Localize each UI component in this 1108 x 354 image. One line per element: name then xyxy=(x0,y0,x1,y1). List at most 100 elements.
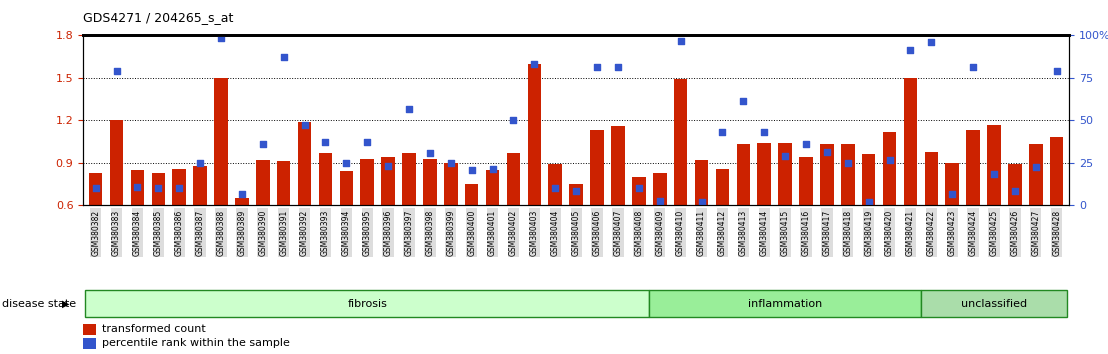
Text: GSM380391: GSM380391 xyxy=(279,209,288,256)
Point xyxy=(525,61,543,67)
Text: inflammation: inflammation xyxy=(748,298,822,309)
Text: GSM380412: GSM380412 xyxy=(718,209,727,256)
Text: GSM380426: GSM380426 xyxy=(1010,209,1019,256)
Text: GSM380387: GSM380387 xyxy=(196,209,205,256)
Text: GSM380404: GSM380404 xyxy=(551,209,560,256)
Bar xyxy=(591,130,604,205)
Point xyxy=(735,98,752,103)
Text: GSM380411: GSM380411 xyxy=(697,209,706,256)
Text: GSM380425: GSM380425 xyxy=(989,209,998,256)
Text: GSM380419: GSM380419 xyxy=(864,209,873,256)
Point xyxy=(964,64,982,69)
Bar xyxy=(152,173,165,205)
Bar xyxy=(485,170,500,205)
Bar xyxy=(904,78,917,205)
Bar xyxy=(277,161,290,205)
Text: GSM380394: GSM380394 xyxy=(342,209,351,256)
Point xyxy=(860,200,878,205)
Text: GSM380388: GSM380388 xyxy=(216,209,226,256)
Bar xyxy=(548,164,562,205)
Point xyxy=(442,160,460,166)
Bar xyxy=(758,143,771,205)
Bar xyxy=(1029,144,1043,205)
Text: GSM380405: GSM380405 xyxy=(572,209,581,256)
Bar xyxy=(612,126,625,205)
Bar xyxy=(381,157,394,205)
Text: GSM380399: GSM380399 xyxy=(447,209,455,256)
Point xyxy=(1048,68,1066,74)
Point xyxy=(150,185,167,191)
Text: percentile rank within the sample: percentile rank within the sample xyxy=(102,338,290,348)
Point xyxy=(567,188,585,194)
Point xyxy=(671,38,689,44)
Text: GSM380407: GSM380407 xyxy=(614,209,623,256)
Point xyxy=(86,185,104,191)
Text: GSM380414: GSM380414 xyxy=(760,209,769,256)
Point xyxy=(379,163,397,169)
Bar xyxy=(716,169,729,205)
Bar xyxy=(632,177,646,205)
Bar xyxy=(778,143,792,205)
Point xyxy=(881,157,899,163)
Text: GSM380415: GSM380415 xyxy=(780,209,790,256)
Text: GSM380389: GSM380389 xyxy=(237,209,246,256)
Point xyxy=(338,160,356,166)
Point xyxy=(839,160,856,166)
Point xyxy=(923,40,941,45)
Bar xyxy=(653,173,667,205)
Point xyxy=(254,142,271,147)
Text: GSM380384: GSM380384 xyxy=(133,209,142,256)
Point xyxy=(317,139,335,144)
Bar xyxy=(921,290,1067,317)
Point xyxy=(504,118,522,123)
Point xyxy=(692,200,710,205)
Text: GSM380400: GSM380400 xyxy=(468,209,476,256)
Bar xyxy=(737,144,750,205)
Bar xyxy=(1008,164,1022,205)
Point xyxy=(275,54,293,59)
Bar xyxy=(862,154,875,205)
Point xyxy=(630,185,648,191)
Text: GSM380397: GSM380397 xyxy=(404,209,413,256)
Bar xyxy=(695,160,708,205)
Text: GDS4271 / 204265_s_at: GDS4271 / 204265_s_at xyxy=(83,11,234,24)
Bar xyxy=(339,171,353,205)
Text: GSM380402: GSM380402 xyxy=(509,209,517,256)
Point xyxy=(171,185,188,191)
Bar xyxy=(966,130,979,205)
Text: GSM380428: GSM380428 xyxy=(1053,209,1061,256)
Point xyxy=(714,129,731,135)
Text: GSM380406: GSM380406 xyxy=(593,209,602,256)
Text: GSM380382: GSM380382 xyxy=(91,209,100,256)
Text: GSM380420: GSM380420 xyxy=(885,209,894,256)
Point xyxy=(212,35,229,41)
Bar xyxy=(924,152,938,205)
Bar xyxy=(360,159,375,205)
Bar xyxy=(423,159,437,205)
Point xyxy=(192,160,209,166)
Text: GSM380408: GSM380408 xyxy=(635,209,644,256)
Point xyxy=(609,64,627,69)
Text: GSM380385: GSM380385 xyxy=(154,209,163,256)
Text: GSM380421: GSM380421 xyxy=(906,209,915,256)
Point xyxy=(233,191,250,197)
Point xyxy=(463,167,481,173)
Text: transformed count: transformed count xyxy=(102,324,206,334)
Point xyxy=(777,153,794,159)
Bar xyxy=(527,64,541,205)
Point xyxy=(129,184,146,190)
Text: GSM380383: GSM380383 xyxy=(112,209,121,256)
Text: GSM380398: GSM380398 xyxy=(425,209,434,256)
Point xyxy=(400,106,418,112)
Bar xyxy=(799,157,813,205)
Point xyxy=(421,150,439,156)
Bar xyxy=(319,153,332,205)
Bar xyxy=(298,122,311,205)
Bar xyxy=(883,132,896,205)
Bar xyxy=(1050,137,1064,205)
Bar xyxy=(85,290,649,317)
Bar xyxy=(131,170,144,205)
Text: GSM380410: GSM380410 xyxy=(676,209,685,256)
Text: GSM380390: GSM380390 xyxy=(258,209,267,256)
Bar xyxy=(820,144,833,205)
